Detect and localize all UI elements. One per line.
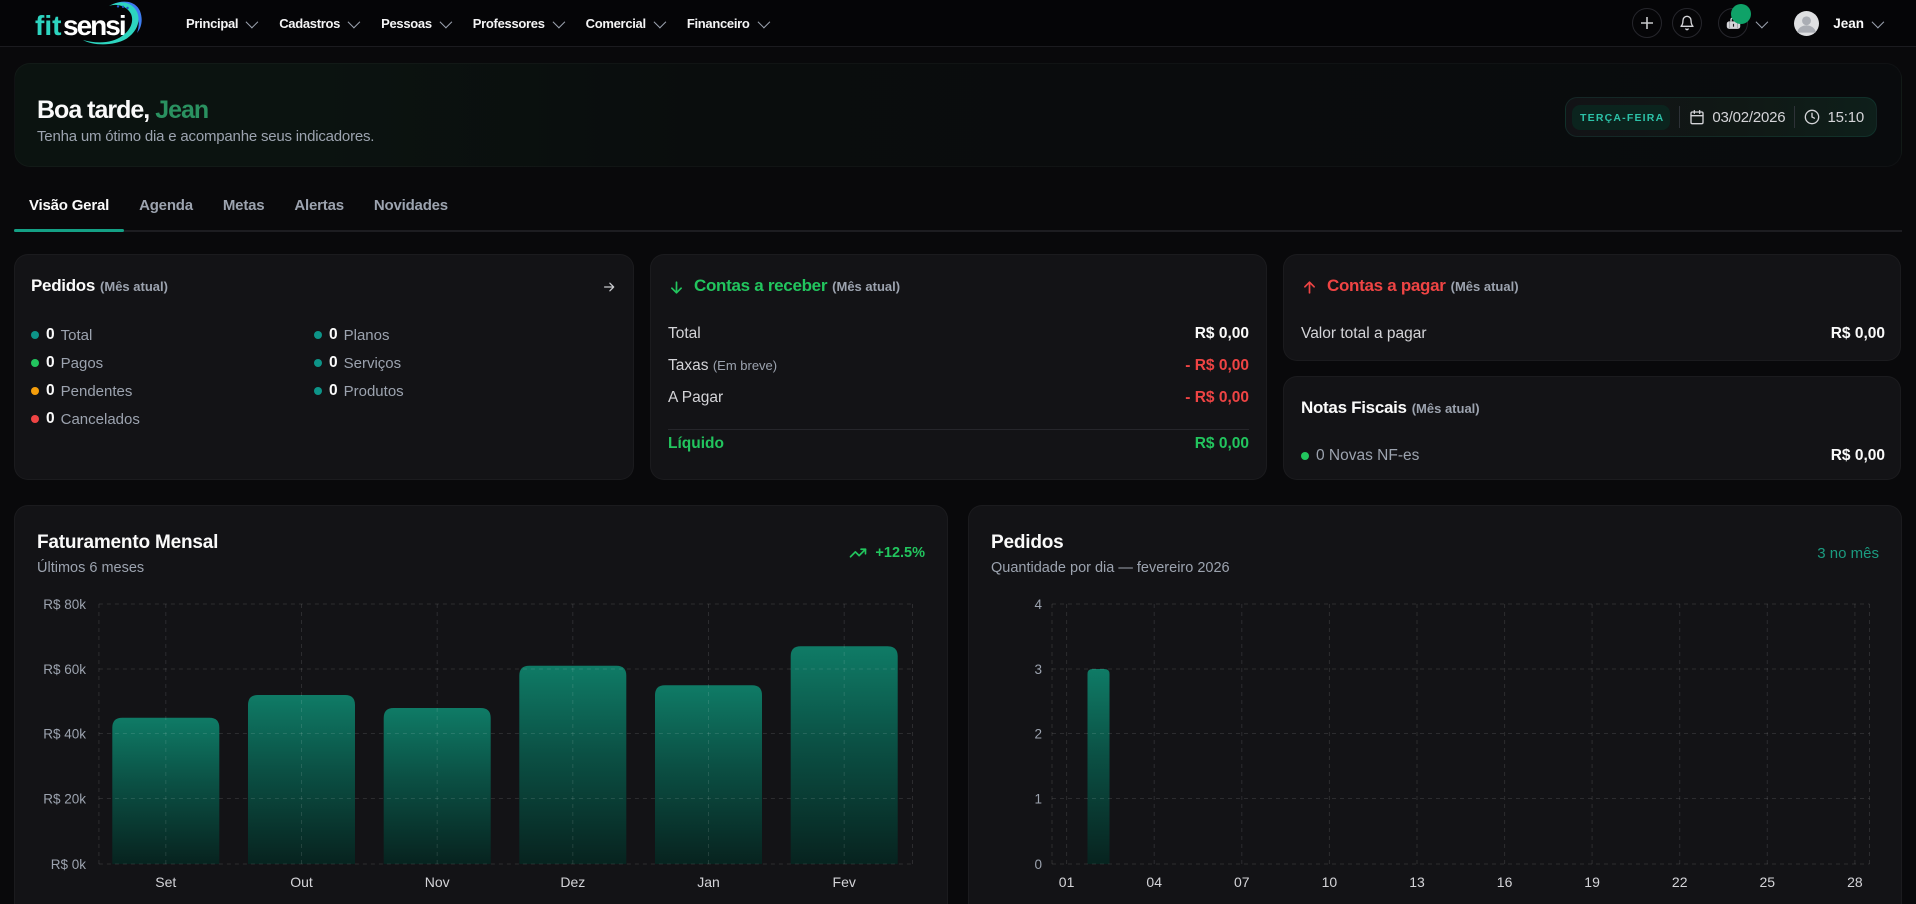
- svg-text:4: 4: [1034, 597, 1042, 612]
- svg-text:13: 13: [1409, 874, 1425, 890]
- svg-text:25: 25: [1760, 874, 1776, 890]
- svg-text:Out: Out: [290, 874, 313, 890]
- svg-text:16: 16: [1497, 874, 1513, 890]
- svg-text:Set: Set: [155, 874, 176, 890]
- svg-text:Fev: Fev: [833, 874, 856, 890]
- svg-text:Nov: Nov: [425, 874, 450, 890]
- svg-text:0: 0: [1034, 857, 1042, 872]
- svg-text:R$ 0k: R$ 0k: [51, 857, 87, 872]
- svg-text:R$ 40k: R$ 40k: [43, 727, 86, 742]
- svg-text:3: 3: [1034, 662, 1042, 677]
- svg-text:R$ 60k: R$ 60k: [43, 662, 86, 677]
- svg-text:R$ 20k: R$ 20k: [43, 792, 86, 807]
- svg-text:22: 22: [1672, 874, 1688, 890]
- svg-text:Jan: Jan: [697, 874, 720, 890]
- svg-text:sensi: sensi: [63, 10, 125, 41]
- svg-text:1: 1: [1034, 792, 1042, 807]
- svg-text:fit: fit: [35, 10, 61, 41]
- svg-text:2: 2: [1034, 727, 1042, 742]
- svg-text:19: 19: [1584, 874, 1600, 890]
- svg-text:10: 10: [1322, 874, 1338, 890]
- svg-text:Dez: Dez: [560, 874, 585, 890]
- svg-text:04: 04: [1146, 874, 1162, 890]
- svg-text:R$ 80k: R$ 80k: [43, 597, 86, 612]
- svg-text:07: 07: [1234, 874, 1250, 890]
- svg-text:28: 28: [1847, 874, 1863, 890]
- svg-text:01: 01: [1059, 874, 1075, 890]
